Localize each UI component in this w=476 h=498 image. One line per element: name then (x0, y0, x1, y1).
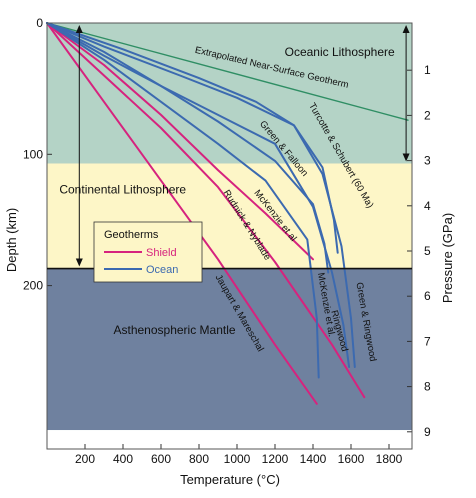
y2-tick-label: 6 (424, 289, 431, 303)
y2-tick-label: 1 (424, 63, 431, 77)
thickness-arrowhead-top-oceanic (402, 25, 410, 33)
x-tick-label: 400 (113, 452, 133, 466)
series-line-4-ocean (46, 22, 320, 379)
x-tick-label: 600 (151, 452, 171, 466)
region-label-1: Continental Lithosphere (59, 183, 186, 197)
y2-axis-label: Pressure (GPa) (440, 213, 455, 303)
x-tick-label: 800 (189, 452, 209, 466)
legend-title: Geotherms (104, 229, 159, 241)
y2-tick-label: 3 (424, 154, 431, 168)
y-tick-label: 200 (23, 279, 43, 293)
legend: Geotherms Shield Ocean (93, 221, 203, 283)
region-label-0: Oceanic Lithosphere (285, 45, 395, 59)
x-tick-label: 1800 (376, 452, 403, 466)
series-line-7-ocean (46, 22, 351, 368)
y2-tick-label: 2 (424, 108, 431, 122)
region-band-2 (47, 268, 412, 431)
y2-tick-label: 4 (424, 199, 431, 213)
thickness-arrowhead-bottom-oceanic (402, 153, 410, 162)
x-axis-label: Temperature (°C) (180, 472, 280, 487)
series-line-1-shield (46, 22, 318, 405)
series-line-3-shield (46, 22, 314, 261)
plot-frame (46, 22, 413, 450)
legend-label-shield: Shield (146, 247, 177, 259)
thickness-arrowhead-bottom-continental (75, 258, 83, 267)
region-band-0 (47, 23, 412, 164)
x-tick-label: 1200 (262, 452, 289, 466)
x-tick-label: 200 (75, 452, 95, 466)
y-tick-label: 100 (23, 147, 43, 161)
thickness-arrowhead-top-continental (75, 25, 83, 33)
series-line-2-shield (46, 22, 366, 399)
series-line-0-near_surface (46, 22, 409, 121)
y-axis-label: Depth (km) (4, 208, 19, 272)
series-line-8-ocean (46, 22, 356, 368)
x-tick-label: 1400 (300, 452, 327, 466)
y2-tick-label: 9 (424, 425, 431, 439)
legend-label-ocean: Ocean (146, 264, 178, 276)
y2-tick-label: 5 (424, 244, 431, 258)
y-tick-label: 0 (36, 16, 43, 30)
region-label-2: Asthenospheric Mantle (114, 323, 236, 337)
x-tick-label: 1600 (338, 452, 365, 466)
x-tick-label: 1000 (224, 452, 251, 466)
y2-tick-label: 7 (424, 334, 431, 348)
y2-tick-label: 8 (424, 380, 431, 394)
